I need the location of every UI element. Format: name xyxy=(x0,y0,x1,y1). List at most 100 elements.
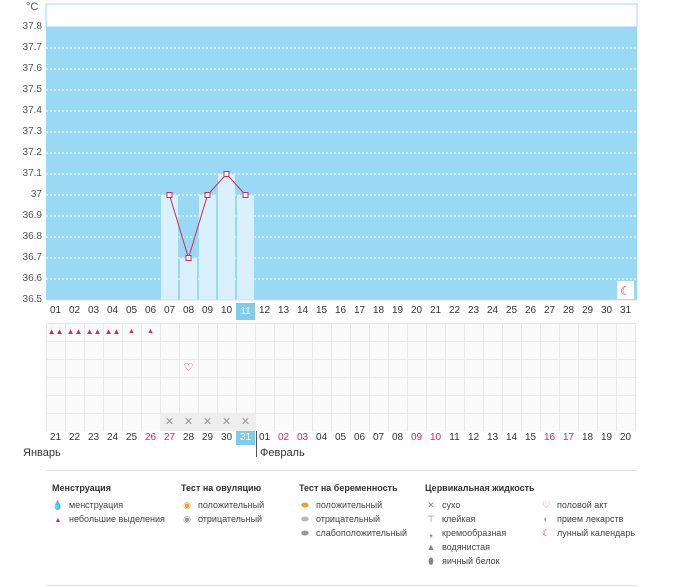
calendar-day-label[interactable]: 12 xyxy=(467,432,480,443)
calendar-day-label[interactable]: 30 xyxy=(220,432,233,443)
calendar-day-label[interactable]: 02 xyxy=(277,432,290,443)
cross-icon[interactable]: ✕ xyxy=(198,413,217,431)
day-label[interactable]: 20 xyxy=(410,305,423,316)
legend-other: ♡ половой акт ◐ прием лекарств ☾ лунный кал… xyxy=(540,483,635,540)
calendar-day-label[interactable]: 28 xyxy=(182,432,195,443)
temperature-bar xyxy=(199,195,216,300)
day-label[interactable]: 24 xyxy=(486,305,499,316)
day-label[interactable]: 14 xyxy=(296,305,309,316)
day-label[interactable]: 21 xyxy=(429,305,442,316)
y-tick-label: 36.9 xyxy=(22,210,42,221)
day-label[interactable]: 15 xyxy=(315,305,328,316)
day-label[interactable]: 16 xyxy=(334,305,347,316)
calendar-day-label[interactable]: 21 xyxy=(49,432,62,443)
calendar-day-label[interactable]: 14 xyxy=(505,432,518,443)
day-label[interactable]: 08 xyxy=(182,305,195,316)
day-label[interactable]: 10 xyxy=(220,305,233,316)
calendar-day-label[interactable]: 20 xyxy=(619,432,632,443)
day-label[interactable]: 12 xyxy=(258,305,271,316)
calendar-day-label[interactable]: 19 xyxy=(600,432,613,443)
day-label[interactable]: 29 xyxy=(581,305,594,316)
grey-test-icon: ⬬ xyxy=(301,514,309,524)
day-label[interactable]: 25 xyxy=(505,305,518,316)
day-label[interactable]: 01 xyxy=(49,305,62,316)
calendar-day-label[interactable]: 11 xyxy=(449,432,460,443)
calendar-day-label[interactable]: 18 xyxy=(581,432,594,443)
cross-icon[interactable]: ✕ xyxy=(179,413,198,431)
calendar-day-label[interactable]: 06 xyxy=(353,432,366,443)
day-label[interactable]: 13 xyxy=(277,305,290,316)
day-label[interactable]: 03 xyxy=(87,305,100,316)
day-label[interactable]: 27 xyxy=(543,305,556,316)
legend-item: ◐ прием лекарств xyxy=(540,512,635,526)
cross-icon[interactable]: ✕ xyxy=(236,413,255,431)
calendar-day-label[interactable]: 04 xyxy=(315,432,328,443)
day-label[interactable]: 04 xyxy=(106,305,119,316)
day-label[interactable]: 26 xyxy=(524,305,537,316)
y-tick-label: 37 xyxy=(30,189,42,200)
heart-icon[interactable]: ♡ xyxy=(183,362,194,374)
legend-title: Цервикальная жидкость xyxy=(425,483,535,493)
calendar-day-label[interactable]: 22 xyxy=(68,432,81,443)
drop-small-icon[interactable]: ▲ xyxy=(128,328,135,335)
calendar-day-label[interactable]: 09 xyxy=(410,432,423,443)
drop-big-icon[interactable]: ▲▲ xyxy=(104,327,121,336)
calendar-day-label[interactable]: 23 xyxy=(87,432,100,443)
calendar-day-label[interactable]: 10 xyxy=(429,432,442,443)
day-label[interactable]: 30 xyxy=(600,305,613,316)
calendar-day-label[interactable]: 01 xyxy=(258,432,271,443)
calendar-day-label[interactable]: 17 xyxy=(562,432,575,443)
day-label[interactable]: 22 xyxy=(448,305,461,316)
day-label[interactable]: 07 xyxy=(163,305,176,316)
day-label[interactable]: 28 xyxy=(562,305,575,316)
legend-ovulation: Тест на овуляцию ◉ положительный ◉ отрицат… xyxy=(181,483,264,526)
temperature-bar xyxy=(237,195,254,300)
calendar-day-label[interactable]: 15 xyxy=(524,432,537,443)
calendar-day-label[interactable]: 03 xyxy=(296,432,309,443)
calendar-day-label[interactable]: 16 xyxy=(543,432,556,443)
y-tick-label: 37.4 xyxy=(22,105,42,116)
calendar-day-label[interactable]: 27 xyxy=(163,432,176,443)
day-label[interactable]: 06 xyxy=(144,305,157,316)
y-tick-label: 37.2 xyxy=(22,147,42,158)
cross-icon[interactable]: ✕ xyxy=(217,413,236,431)
legend-item: ◉ отрицательный xyxy=(181,512,264,526)
y-tick-label: 36.7 xyxy=(22,252,42,263)
calendar-day-label[interactable]: 25 xyxy=(125,432,138,443)
day-label[interactable]: 11 xyxy=(236,303,255,320)
calendar-day-label[interactable]: 05 xyxy=(334,432,347,443)
drop-big-icon[interactable]: ▲▲ xyxy=(85,327,102,336)
legend-item: ✕ сухо xyxy=(425,498,535,512)
day-label[interactable]: 09 xyxy=(201,305,214,316)
day-label[interactable]: 18 xyxy=(372,305,385,316)
calendar-day-label[interactable]: 26 xyxy=(144,432,157,443)
day-label[interactable]: 02 xyxy=(68,305,81,316)
drop-big-icon[interactable]: ▲▲ xyxy=(66,327,83,336)
temperature-point xyxy=(242,192,249,198)
plot-frame xyxy=(45,3,638,28)
calendar-day-label[interactable]: 13 xyxy=(486,432,499,443)
plot-area xyxy=(46,27,637,300)
temperature-point xyxy=(185,255,192,261)
calendar-day-label[interactable]: 07 xyxy=(372,432,385,443)
calendar-day-label[interactable]: 31 xyxy=(236,431,255,445)
day-label[interactable]: 23 xyxy=(467,305,480,316)
day-label[interactable]: 19 xyxy=(391,305,404,316)
day-label[interactable]: 31 xyxy=(619,305,632,316)
pill-icon: ◐ xyxy=(543,514,549,524)
y-tick-label: 36.6 xyxy=(22,273,42,284)
day-label[interactable]: 05 xyxy=(125,305,138,316)
watery-icon: ▲ xyxy=(426,542,436,552)
month-february: Февраль xyxy=(260,447,305,459)
calendar-day-label[interactable]: 29 xyxy=(201,432,214,443)
cross-icon[interactable]: ✕ xyxy=(160,413,179,431)
day-label[interactable]: 17 xyxy=(353,305,366,316)
drop-small-icon[interactable]: ▲ xyxy=(147,328,154,335)
calendar-day-label[interactable]: 08 xyxy=(391,432,404,443)
legend-title-spacer xyxy=(540,483,635,493)
calendar-day-label[interactable]: 24 xyxy=(106,432,119,443)
drop-big-icon[interactable]: ▲▲ xyxy=(47,327,64,336)
month-january: Январь xyxy=(23,447,61,459)
legend-menstruation: Менструация 💧 менструация ▲ небольшие выде… xyxy=(52,483,165,526)
